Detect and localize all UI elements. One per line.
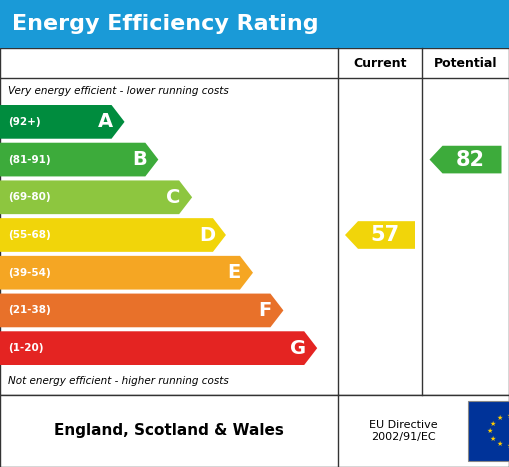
Text: E: E <box>228 263 241 282</box>
Polygon shape <box>0 294 284 327</box>
Polygon shape <box>345 221 415 249</box>
Text: B: B <box>132 150 147 169</box>
Text: 57: 57 <box>371 225 400 245</box>
Text: (21-38): (21-38) <box>8 305 51 315</box>
Text: A: A <box>98 113 113 131</box>
Text: England, Scotland & Wales: England, Scotland & Wales <box>54 424 284 439</box>
Bar <box>0 0 509 48</box>
Text: (55-68): (55-68) <box>8 230 51 240</box>
Text: ★: ★ <box>497 441 503 447</box>
Bar <box>468 401 509 461</box>
Text: (81-91): (81-91) <box>8 155 50 164</box>
Text: ★: ★ <box>507 413 509 419</box>
Text: D: D <box>199 226 215 245</box>
Text: ★: ★ <box>507 443 509 449</box>
Text: (1-20): (1-20) <box>8 343 43 353</box>
Polygon shape <box>0 143 158 177</box>
Polygon shape <box>0 105 125 139</box>
Polygon shape <box>0 256 253 290</box>
Text: Current: Current <box>353 57 407 70</box>
Text: (92+): (92+) <box>8 117 41 127</box>
Text: Not energy efficient - higher running costs: Not energy efficient - higher running co… <box>8 376 229 386</box>
Text: F: F <box>258 301 271 320</box>
Text: ★: ★ <box>490 420 496 426</box>
Text: Energy Efficiency Rating: Energy Efficiency Rating <box>12 14 319 34</box>
Bar <box>0 48 509 395</box>
Text: 82: 82 <box>456 149 485 170</box>
Bar <box>0 395 509 467</box>
Polygon shape <box>0 218 226 252</box>
Text: Very energy efficient - lower running costs: Very energy efficient - lower running co… <box>8 85 229 95</box>
Polygon shape <box>430 146 501 173</box>
Text: ★: ★ <box>487 428 493 434</box>
Polygon shape <box>0 331 317 365</box>
Text: G: G <box>290 339 306 358</box>
Text: (39-54): (39-54) <box>8 268 51 278</box>
Polygon shape <box>0 180 192 214</box>
Text: (69-80): (69-80) <box>8 192 50 202</box>
Text: Potential: Potential <box>434 57 497 70</box>
Text: C: C <box>166 188 180 207</box>
Text: ★: ★ <box>490 436 496 441</box>
Text: ★: ★ <box>497 415 503 421</box>
Text: EU Directive
2002/91/EC: EU Directive 2002/91/EC <box>369 420 437 442</box>
